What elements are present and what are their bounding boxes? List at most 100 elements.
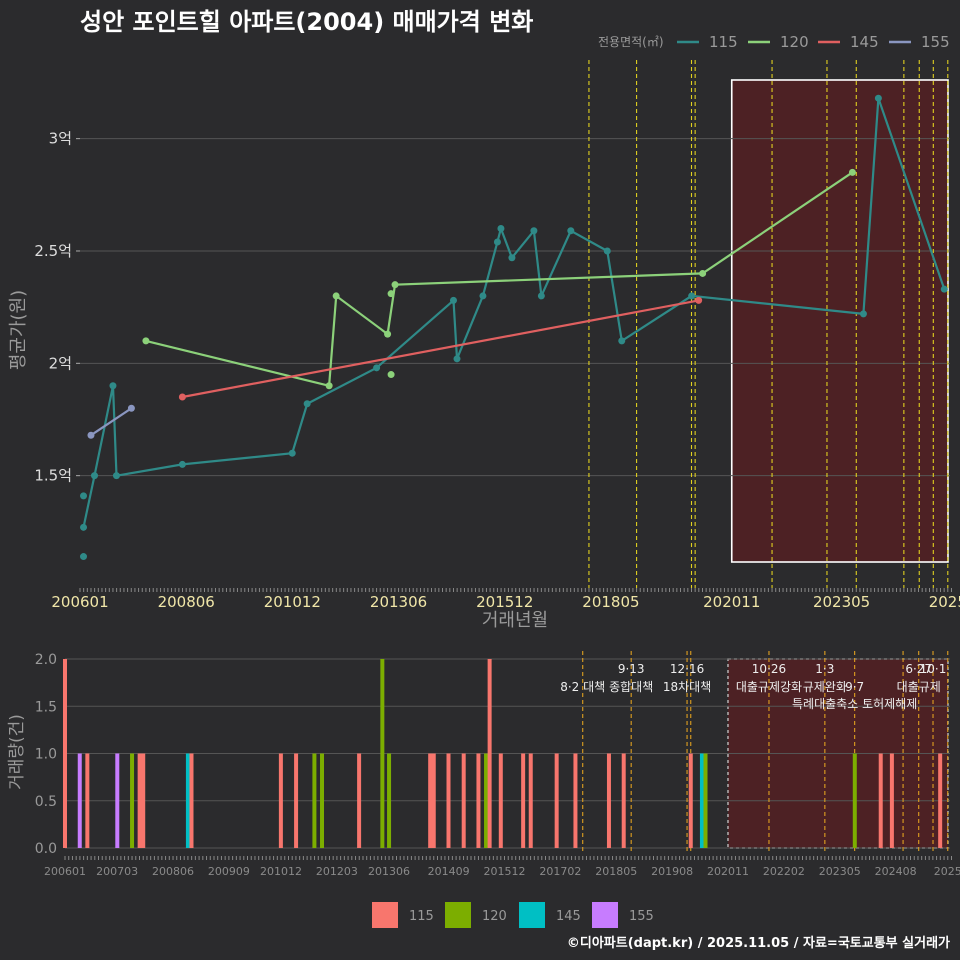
x-tick-label: 201203 [316,865,358,878]
data-point-115 [373,364,381,372]
bar-115 [878,753,883,848]
x-tick-label: 201012 [260,865,302,878]
bar-115 [889,753,894,848]
data-point-115 [80,553,88,561]
data-point-115 [603,247,611,255]
bar-115 [461,753,466,848]
legend-label-155: 155 [629,909,654,924]
bar-155 [115,753,120,848]
policy-annotation: 6·27 [905,662,932,676]
x-tick-label: 202202 [763,865,805,878]
bar-115 [189,753,194,848]
policy-annotation: 1·3 [815,662,834,676]
data-point-115 [859,310,867,318]
bar-115 [606,753,611,848]
data-point-115 [688,292,696,300]
x-axis-label: 거래년월 [482,610,548,631]
data-point-115 [178,460,186,468]
x-tick-label: 200703 [96,865,138,878]
policy-annotation: 특례대출축소 토허제해제 [792,697,917,711]
data-point-115 [530,227,538,235]
data-point-120 [391,281,399,289]
policy-annotation: 9·7 [845,680,864,694]
data-point-120 [848,168,856,176]
y-axis-label: 거래량(건) [7,714,27,790]
x-tick-label: 2025 [934,865,960,878]
data-point-115 [479,292,487,300]
data-point-115 [288,449,296,457]
data-point-115 [453,355,461,363]
data-point-115 [497,225,505,233]
policy-annotation: 18차대책 [663,679,711,694]
x-tick-label: 201702 [539,865,581,878]
data-point-115 [303,400,311,408]
policy-annotation: 대출규제강화 [736,680,802,694]
data-point-115 [537,292,545,300]
x-tick-label: 2025 [929,593,960,611]
data-point-145 [178,393,186,401]
y-tick-label: 2.5억 [34,242,72,260]
legend-label-155: 155 [921,33,950,51]
data-point-155 [127,404,135,412]
series-line-155 [90,407,133,437]
bar-115 [554,753,559,848]
bar-115 [446,753,451,848]
policy-annotation: 10·1 [920,662,947,676]
bar-120 [387,753,392,848]
data-point-155 [87,431,95,439]
bar-115 [431,753,436,848]
legend-label-145: 145 [556,909,581,924]
x-tick-label: 201908 [651,865,693,878]
data-point-115 [493,238,501,246]
page-title: 성안 포인트힐 아파트(2004) 매매가격 변화 [80,8,533,36]
bar-115 [528,753,533,848]
data-point-120 [387,371,395,379]
x-tick-label: 200601 [51,593,108,611]
data-point-120 [387,290,395,298]
legend-title: 전용면적(㎡) [598,35,664,49]
bar-115 [521,753,526,848]
data-point-115 [109,382,117,390]
legend-swatch-115 [372,902,398,928]
data-point-120 [699,269,707,277]
data-point-115 [940,285,948,293]
y-tick-label: 1.5 [35,699,57,715]
volume-chart: 0.0 0.5 1.0 1.5 2.0 200601 200703 200806 200909 2… [7,651,960,928]
bar-115 [137,753,142,848]
data-point-145 [695,296,703,304]
y-tick-label: 3억 [49,130,72,148]
data-point-120 [384,330,392,338]
x-tick-label: 202305 [819,865,861,878]
legend-swatch-155 [592,902,618,928]
legend-label-115: 115 [709,33,738,51]
bar-115 [63,659,67,848]
x-tick-label: 201306 [370,593,427,611]
y-tick-label: 2.0 [35,652,57,668]
bar-115 [294,753,299,848]
policy-annotation: 종합대책 [609,679,653,694]
policy-annotation: 12·16 [670,662,704,676]
bar-115 [428,753,433,848]
data-point-115 [80,523,88,531]
y-axis-label: 평균가(원) [8,290,29,370]
bar-120 [380,659,385,848]
bar-115 [621,753,626,848]
data-point-115 [449,296,457,304]
policy-annotation: 9·13 [618,662,645,676]
footer-credit: ©디아파트(dapt.kr) / 2025.11.05 / 자료=국토교통부 실… [567,935,950,951]
y-tick-label: 0.5 [35,794,57,810]
data-point-115 [508,254,516,262]
x-tick-label: 201012 [264,593,321,611]
bar-115 [573,753,578,848]
bar-120 [703,753,708,848]
series-line-145 [182,299,699,399]
x-tick-label: 201512 [476,593,533,611]
bar-115 [476,753,481,848]
bar-120 [130,753,135,848]
bar-115 [487,659,492,848]
y-tick-label: 0.0 [35,841,57,857]
x-tick-label: 201512 [484,865,526,878]
x-tick-label: 201805 [595,865,637,878]
